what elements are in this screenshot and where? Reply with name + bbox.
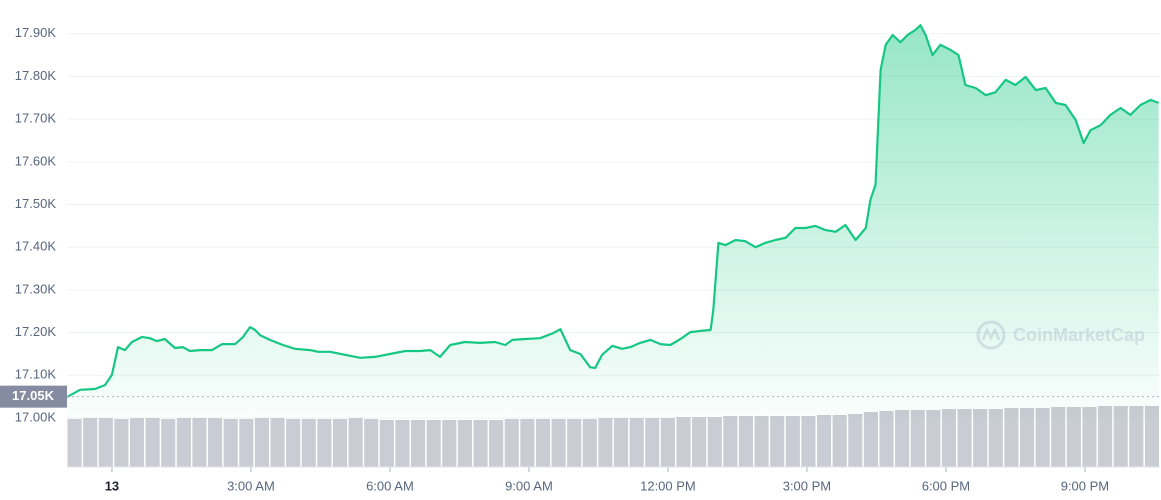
volume-bar xyxy=(379,420,394,467)
volume-bar xyxy=(161,419,176,467)
volume-bar xyxy=(832,415,847,467)
volume-bar xyxy=(895,410,910,467)
reference-label: 17.05K xyxy=(12,388,55,403)
volume-bar xyxy=(848,414,863,467)
volume-bar xyxy=(223,419,238,467)
volume-bar xyxy=(473,420,488,467)
x-tick-label: 6:00 PM xyxy=(922,478,970,493)
watermark-logo-mark xyxy=(981,326,1001,341)
y-tick-label: 17.90K xyxy=(15,25,57,40)
volume-bar xyxy=(738,416,754,467)
watermark-text: CoinMarketCap xyxy=(1013,325,1145,345)
volume-bar xyxy=(286,419,301,467)
volume-bar xyxy=(957,409,972,467)
volume-bar xyxy=(442,420,457,467)
x-tick-label: 9:00 PM xyxy=(1061,478,1109,493)
volume-bar xyxy=(660,418,675,467)
volume-bar xyxy=(941,409,957,467)
volume-bar xyxy=(785,416,800,467)
volume-bar xyxy=(254,418,269,467)
volume-bar xyxy=(1144,406,1159,467)
volume-bar xyxy=(395,420,410,467)
volume-bar xyxy=(535,419,551,467)
volume-bar xyxy=(1035,408,1050,467)
volume-bar xyxy=(801,416,816,467)
volume-bar xyxy=(504,419,519,467)
volume-bar xyxy=(1082,407,1097,467)
volume-bar xyxy=(114,419,129,467)
volume-bar xyxy=(67,419,82,467)
volume-bar xyxy=(910,410,925,467)
y-tick-label: 17.30K xyxy=(15,281,57,296)
volume-bar xyxy=(598,418,613,467)
volume-bar xyxy=(707,417,722,467)
volume-bar xyxy=(317,419,332,467)
volume-bar xyxy=(567,419,582,467)
reference-label-box xyxy=(0,385,67,408)
x-tick-label: 12:00 PM xyxy=(640,478,696,493)
volume-bar xyxy=(629,418,644,467)
volume-bar xyxy=(614,418,629,467)
volume-bar xyxy=(1113,406,1128,467)
volume-bar xyxy=(816,415,832,467)
volume-bar xyxy=(208,418,223,467)
watermark-logo xyxy=(976,320,1006,350)
volume-bar xyxy=(645,418,660,467)
volume-bar xyxy=(457,420,472,467)
volume-bar xyxy=(723,416,738,467)
volume-bar xyxy=(348,418,363,467)
volume-bar xyxy=(83,418,98,467)
y-tick-label: 17.20K xyxy=(15,324,57,339)
area-fill xyxy=(67,25,1159,418)
y-tick-label: 17.40K xyxy=(15,239,57,254)
volume-bar xyxy=(770,416,785,467)
volume-bar xyxy=(1019,408,1035,467)
x-tick-label: 6:00 AM xyxy=(366,478,414,493)
y-tick-label: 17.70K xyxy=(15,111,57,126)
y-tick-label: 17.50K xyxy=(15,196,57,211)
volume-bar xyxy=(239,419,254,467)
volume-bar xyxy=(411,420,426,467)
volume-bar xyxy=(582,419,597,467)
volume-bar xyxy=(489,420,504,467)
y-tick-label: 17.10K xyxy=(15,367,57,382)
volume-bar xyxy=(1051,407,1066,467)
volume-bar xyxy=(98,418,113,467)
volume-bar xyxy=(676,417,691,467)
volume-bar xyxy=(176,418,191,467)
price-line xyxy=(66,24,1159,399)
x-tick-label: 9:00 AM xyxy=(505,478,553,493)
volume-bar xyxy=(692,417,707,467)
volume-bar xyxy=(332,419,348,467)
volume-bar xyxy=(754,416,769,467)
volume-bar xyxy=(520,419,535,467)
volume-bar xyxy=(270,418,285,467)
x-tick-label: 3:00 AM xyxy=(227,478,275,493)
x-tick-label: 13 xyxy=(105,478,119,493)
volume-bar xyxy=(1066,407,1081,467)
volume-bar xyxy=(973,409,988,467)
y-tick-label: 17.80K xyxy=(15,68,57,83)
volume-bar xyxy=(145,418,160,467)
watermark: CoinMarketCap xyxy=(976,320,1145,350)
volume-bar xyxy=(926,410,941,467)
volume-bar xyxy=(551,419,566,467)
volume-bar xyxy=(426,420,441,467)
volume-bar xyxy=(1098,406,1113,467)
y-tick-label: 17.60K xyxy=(15,153,57,168)
volume-bar xyxy=(192,418,207,467)
volume-bar xyxy=(1129,406,1144,467)
x-tick-label: 3:00 PM xyxy=(783,478,831,493)
volume-bar xyxy=(364,419,379,467)
volume-bar xyxy=(879,411,894,467)
volume-bar xyxy=(301,419,316,467)
volume-bar xyxy=(988,409,1003,467)
volume-bar xyxy=(863,412,878,467)
volume-bar xyxy=(129,418,145,467)
volume-bar xyxy=(1004,408,1019,467)
y-tick-label: 17.00K xyxy=(15,409,57,424)
